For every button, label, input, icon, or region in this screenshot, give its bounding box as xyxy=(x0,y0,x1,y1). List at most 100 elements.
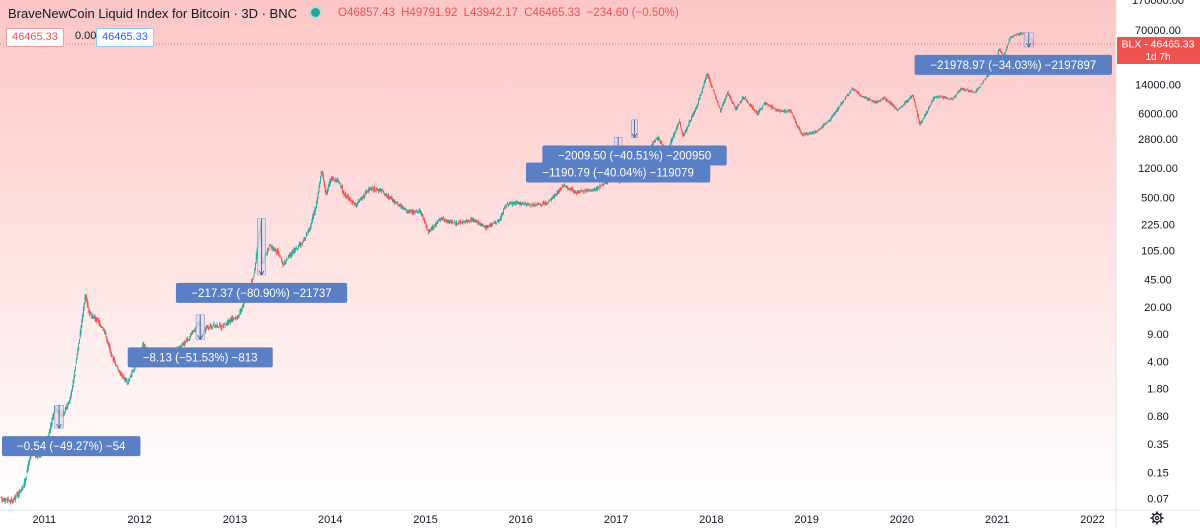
candle-body xyxy=(604,182,606,184)
candle-body xyxy=(943,97,945,98)
sell-price-box[interactable]: 46465.33 xyxy=(6,28,64,47)
candle-body xyxy=(598,186,600,189)
candle-body xyxy=(924,113,926,116)
candle-body xyxy=(950,98,952,99)
candle-body xyxy=(680,127,682,131)
candle-body xyxy=(747,101,749,103)
candle-body xyxy=(766,103,768,105)
buy-price-box[interactable]: 46465.33 xyxy=(96,28,154,47)
x-tick-label: 2015 xyxy=(413,514,437,526)
candle-body xyxy=(439,218,441,220)
candle-body xyxy=(391,197,393,200)
candle-body xyxy=(842,100,844,103)
candle-body xyxy=(86,295,87,300)
candle-body xyxy=(266,251,268,256)
candle-body xyxy=(364,193,366,195)
candle-body xyxy=(82,314,84,322)
candle-body xyxy=(331,178,333,179)
candle-body xyxy=(29,457,31,459)
candle-body xyxy=(568,188,570,190)
candle-body xyxy=(220,325,222,329)
candle-body xyxy=(13,498,15,500)
candle-body xyxy=(816,131,818,133)
candle-body xyxy=(774,109,776,110)
candle-body xyxy=(438,219,440,222)
candle-body xyxy=(322,171,324,176)
candle-body xyxy=(727,92,729,95)
candle-body xyxy=(18,490,20,495)
candle-body xyxy=(21,490,22,492)
candle-body xyxy=(69,397,71,402)
candle-body xyxy=(398,205,400,206)
candle-body xyxy=(921,120,922,124)
candle-body xyxy=(873,100,875,103)
y-tick-label: 105.00 xyxy=(1141,246,1175,258)
candle-body xyxy=(191,332,193,334)
candle-body xyxy=(435,222,437,225)
candle-body xyxy=(207,325,209,327)
candle-body xyxy=(90,313,92,316)
candle-body xyxy=(266,253,267,254)
candle-body xyxy=(486,226,488,229)
candle-body xyxy=(345,194,346,197)
candle-body xyxy=(1011,35,1013,37)
candle-body xyxy=(982,82,984,84)
candle-body xyxy=(761,107,763,110)
candle-body xyxy=(8,500,10,502)
candle-body xyxy=(405,208,407,210)
time-axis[interactable]: 2011 2012 2013 2014 2015 2016 2017 2018 2019 2020… xyxy=(33,514,1105,526)
candle-body xyxy=(975,91,976,93)
candle-body xyxy=(564,186,566,188)
candle-body xyxy=(802,133,804,136)
candle-body xyxy=(1015,34,1017,36)
candle-body xyxy=(964,89,966,91)
candle-body xyxy=(128,380,130,383)
visibility-eye-icon[interactable] xyxy=(311,8,320,17)
candle-body xyxy=(599,185,601,187)
candle-body xyxy=(234,318,236,319)
candle-body xyxy=(755,111,757,113)
candle-body xyxy=(355,203,357,205)
candle-body xyxy=(477,222,479,224)
candle-body xyxy=(279,256,281,258)
candle-body xyxy=(783,110,785,112)
candle-body xyxy=(93,316,95,319)
candle-body xyxy=(85,295,87,299)
candle-body xyxy=(408,211,410,213)
candle-body xyxy=(1020,33,1022,35)
candle-body xyxy=(948,98,950,100)
candle-body xyxy=(726,94,728,98)
candle-body xyxy=(655,138,657,140)
candle-body xyxy=(890,102,892,105)
price-axis[interactable]: 170000.0070000.0030000.0014000.006000.00… xyxy=(1132,0,1184,506)
candle-body xyxy=(685,129,687,133)
candle-body xyxy=(775,109,777,111)
candle-body xyxy=(888,101,890,103)
candle-body xyxy=(115,364,117,366)
candle-body xyxy=(347,196,349,197)
measure-arrowhead xyxy=(1025,42,1032,48)
measurements-layer: −0.54 (−49.27%) −54 −8.13 (−51.53%) −813 −… xyxy=(2,32,1112,457)
candle-body xyxy=(867,99,868,100)
chart-title[interactable]: BraveNewCoin Liquid Index for Bitcoin · … xyxy=(8,6,298,21)
candle-body xyxy=(416,211,418,213)
candle-body xyxy=(116,365,118,367)
candle-body xyxy=(1016,34,1018,36)
candle-body xyxy=(762,106,764,108)
candle-body xyxy=(652,142,654,145)
candle-body xyxy=(814,130,816,132)
candle-body xyxy=(67,403,69,406)
candle-body xyxy=(924,114,926,117)
candle-body xyxy=(690,120,692,122)
gear-icon[interactable] xyxy=(1150,511,1164,525)
candle-body xyxy=(528,204,530,206)
candle-body xyxy=(893,106,895,108)
candle-body xyxy=(843,100,845,101)
candle-body xyxy=(476,221,478,222)
candle-body xyxy=(237,316,239,318)
candle-body xyxy=(221,326,223,329)
candle-body xyxy=(392,199,394,201)
candle-body xyxy=(209,325,211,327)
candle-body xyxy=(232,318,234,320)
